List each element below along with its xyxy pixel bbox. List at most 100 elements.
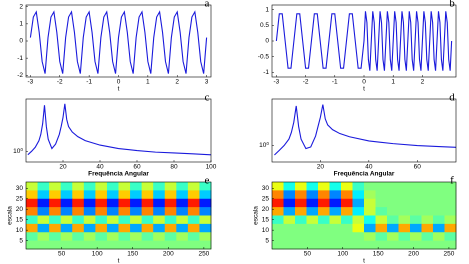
x-tick-label: 2 [421,79,425,86]
heatmap-cell [283,182,296,191]
x-tick-label: -1 [332,79,338,86]
axes-frame [271,98,457,163]
heatmap-cell [410,223,422,233]
heatmap-cell [433,215,445,225]
heatmap-cell [37,223,50,233]
heatmap-cell [387,198,399,208]
heatmap-cell [37,190,50,200]
heatmap-cell [95,190,108,200]
heatmap-cell [352,190,365,200]
heatmap-cell [176,232,189,242]
heatmap-cell [141,182,154,191]
x-tick-label: 40 [96,164,104,171]
heatmap-cell [444,215,457,225]
heatmap-cell [199,207,212,216]
heatmap-cell [26,240,38,250]
heatmap-cell [341,223,353,233]
heatmap-cell [72,190,85,200]
heatmap-cell [398,215,411,225]
heatmap-cell [375,232,388,242]
heatmap-cell [72,207,85,216]
heatmap-cell [329,182,342,191]
heatmap-cell [398,198,411,208]
heatmap-cell [83,240,96,250]
heatmap-cell [387,190,399,200]
x-tick-label: 150 [373,251,384,258]
x-tick-label: 60 [133,164,141,171]
heatmap-cell [26,207,38,216]
heatmap-cell [72,198,85,208]
heatmap-cell [444,240,457,250]
x-axis-label: t [363,258,365,264]
x-tick-label: 50 [304,251,312,258]
heatmap-cell [49,232,62,242]
heatmap-cell [95,215,108,225]
heatmap-cell [283,207,296,216]
heatmap-cell [295,232,307,242]
heatmap-cell [118,198,131,208]
heatmap-cell [118,240,131,250]
y-tick-label: 5 [265,237,269,244]
heatmap-cell [410,232,422,242]
heatmap-cell [26,223,38,233]
heatmap-cell [433,240,445,250]
heatmap-cell [26,232,38,242]
heatmap-cell [164,182,177,191]
heatmap-cell [410,240,422,250]
heatmap-cell [398,207,411,216]
x-axis-label: t [363,86,365,93]
heatmap-cell [398,232,411,242]
heatmap-cell [352,207,365,216]
y-tick-label: 30 [16,185,24,192]
y-tick-label: 1 [265,6,269,13]
heatmap-cell [95,207,108,216]
heatmap-cell [176,240,189,250]
heatmap-cell [410,190,422,200]
heatmap-cell [318,207,330,216]
heatmap-cell [37,215,50,225]
heatmap-cell [329,223,342,233]
y-tick-label: 0.5 [260,22,269,29]
heatmap-cell [364,207,376,216]
heatmap-cell [329,240,342,250]
panel-label: c [205,92,210,104]
heatmap-cell [106,190,119,200]
heatmap-cell [153,207,166,216]
heatmap-cell [433,207,445,216]
heatmap-cell [375,223,388,233]
x-tick-label: -2 [303,79,309,86]
x-tick-label: 250 [198,251,209,258]
y-axis-label: escala [7,206,14,225]
x-tick-label: 100 [206,164,217,171]
x-axis-label: t [118,86,120,93]
heatmap-cell [72,223,85,233]
heatmap-cell [176,198,189,208]
axes-frame [25,181,212,250]
heatmap-cell [187,198,200,208]
heatmap-cell [72,215,85,225]
heatmap-cell [272,215,284,225]
heatmap-cell [352,215,365,225]
heatmap-cell [130,215,143,225]
heatmap-cell [37,240,50,250]
heatmap-cell [106,232,119,242]
x-tick-label: 150 [127,251,138,258]
heatmap-cell [141,190,154,200]
x-tick-label: 1 [146,79,150,86]
heatmap-cell [329,190,342,200]
heatmap-cell [164,198,177,208]
x-axis-label: t [118,258,120,264]
heatmap-cell [199,190,212,200]
heatmap-cell [72,182,85,191]
heatmap-cell [387,232,399,242]
heatmap-cell [141,240,154,250]
y-tick-label: 20 [262,206,270,213]
heatmap-cell [153,223,166,233]
heatmap-cell [306,190,319,200]
heatmap-cell [375,190,388,200]
heatmap-cell [306,198,319,208]
heatmap-cell [364,223,376,233]
x-tick-label: 100 [92,251,103,258]
heatmap-cell [176,223,189,233]
